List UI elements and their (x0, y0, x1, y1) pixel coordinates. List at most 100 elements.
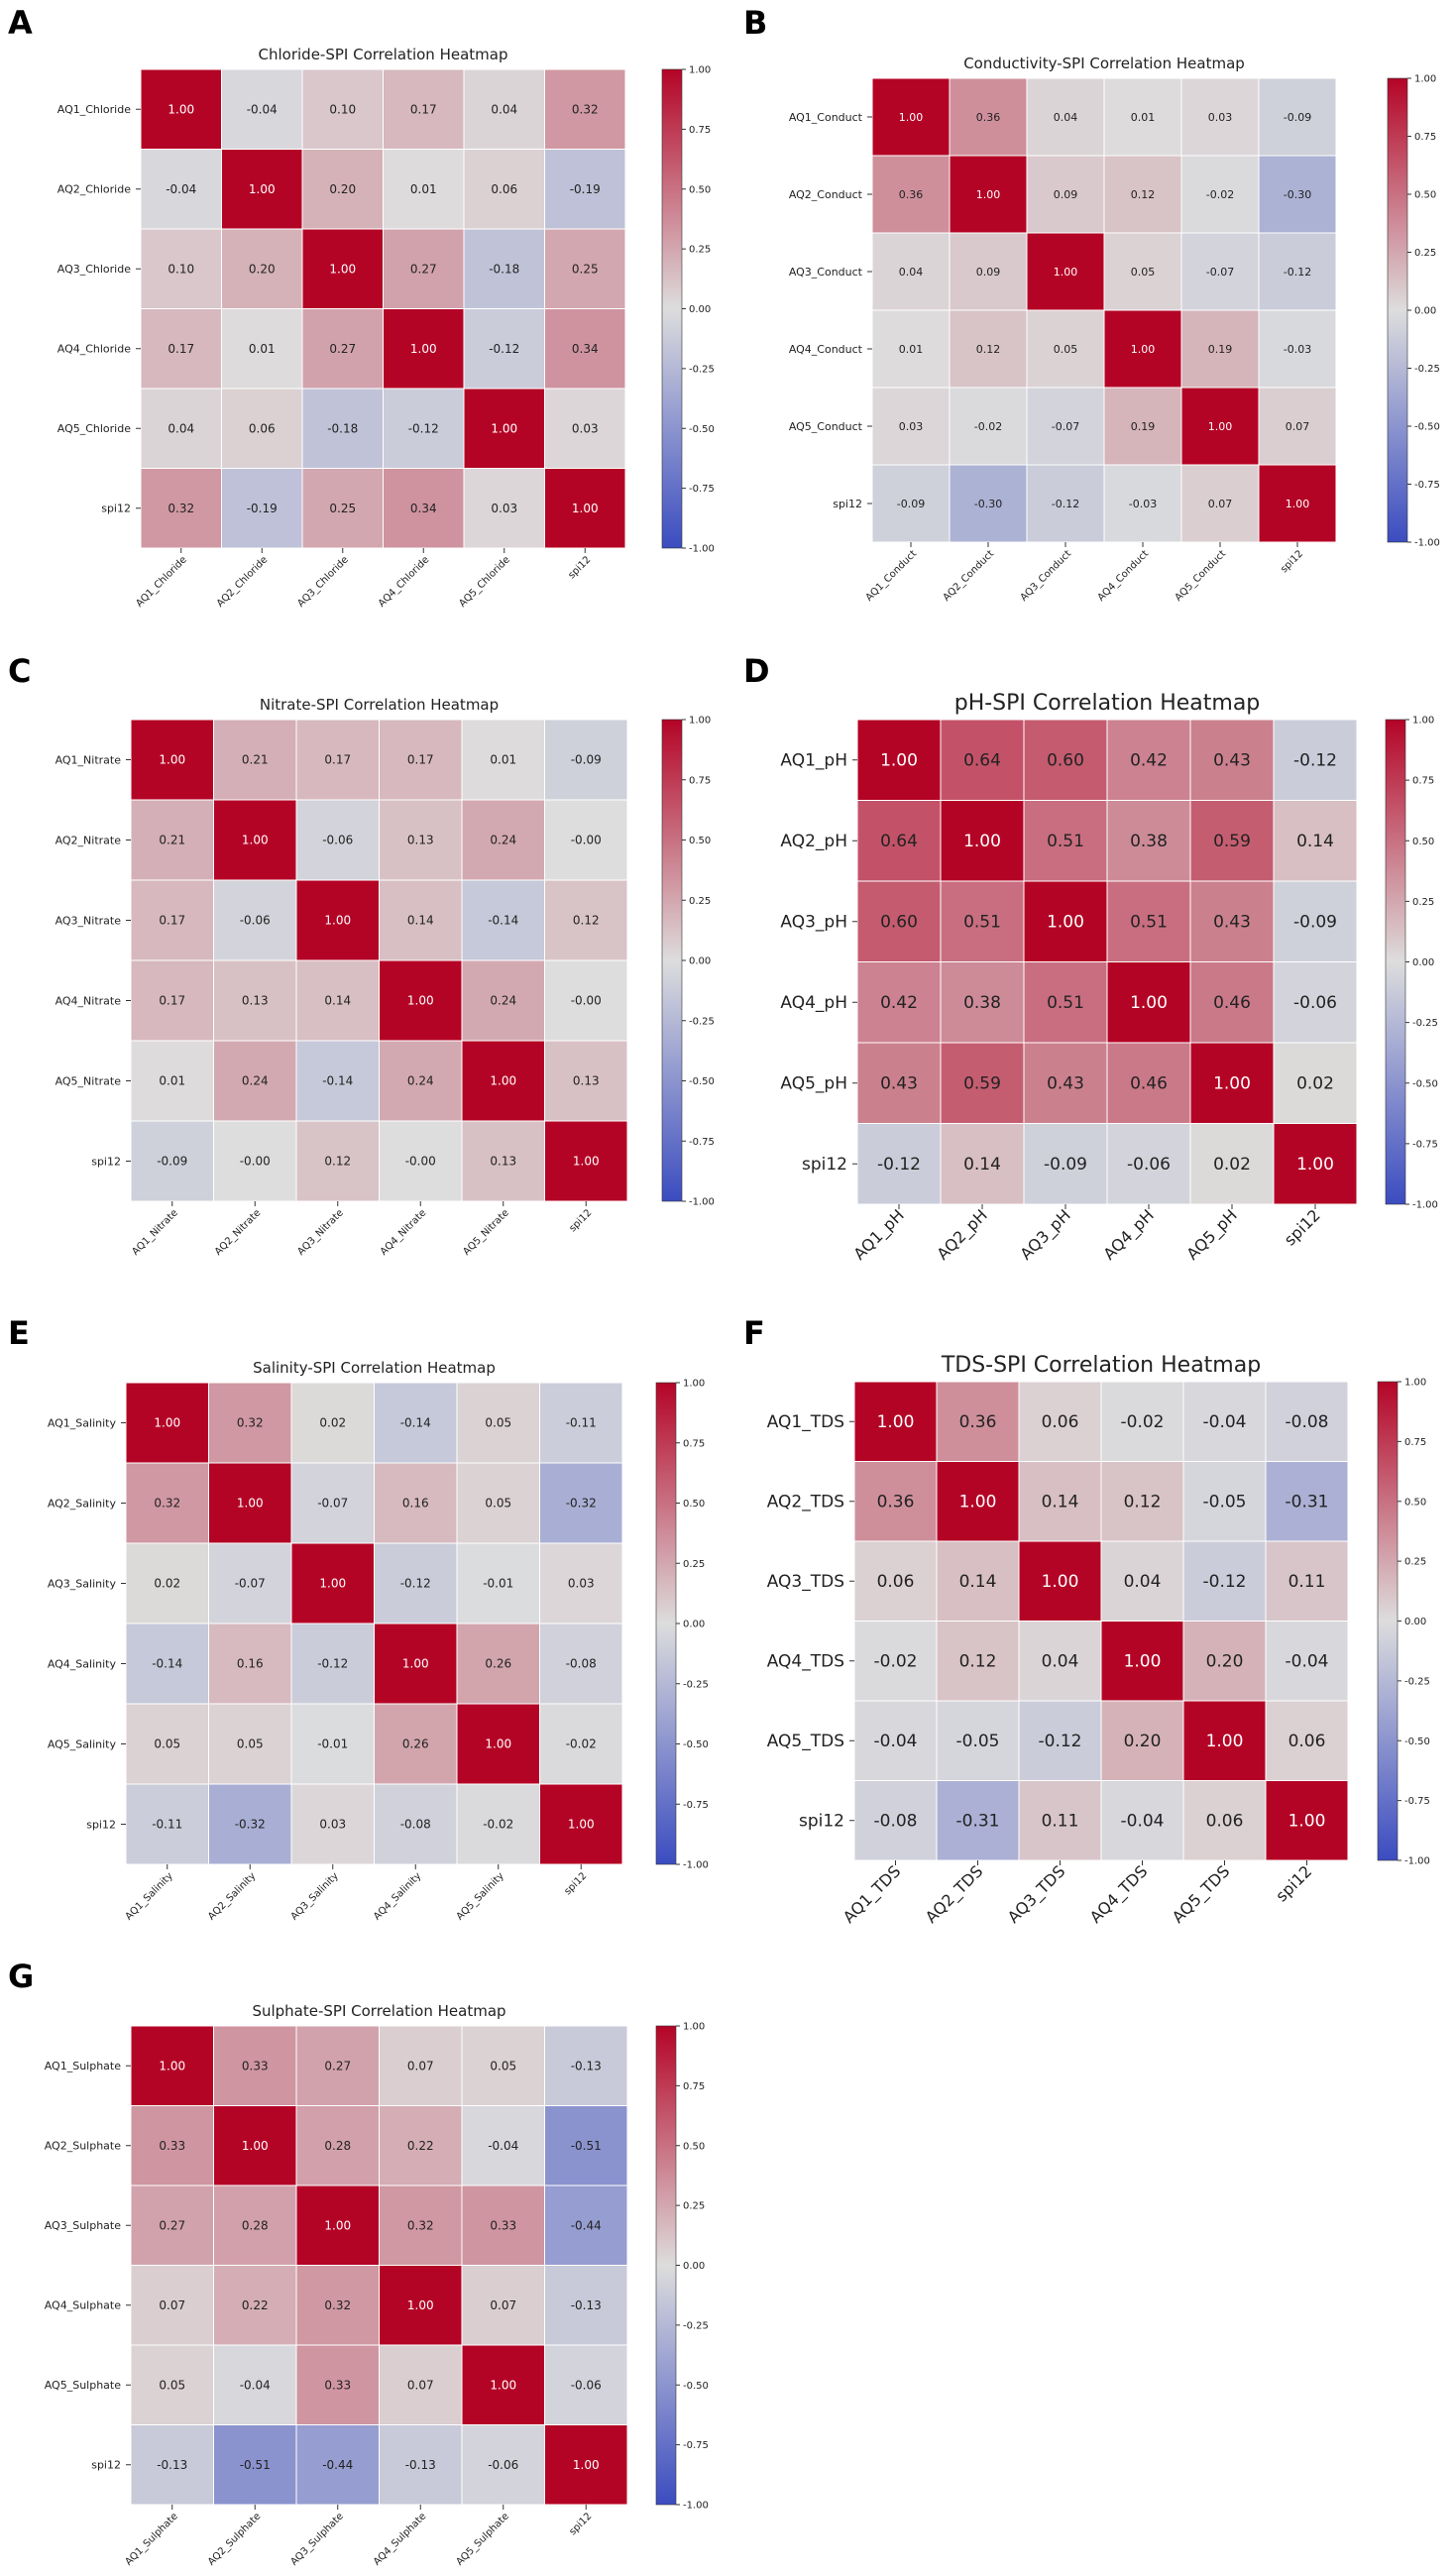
cell-value-label: -0.02 (974, 420, 1002, 433)
colorbar-tick-label: -0.75 (683, 2440, 709, 2451)
cell-value-label: -0.04 (166, 182, 196, 196)
cell-value-label: 0.02 (154, 1577, 180, 1591)
y-tick-label: AQ1_Sulphate (45, 2060, 122, 2072)
colorbar-tick-label: -0.50 (683, 1739, 709, 1750)
heatmap-cell (301, 468, 384, 549)
cell-value-label: 0.27 (324, 2059, 351, 2072)
colorbar-tick-label: 0.00 (683, 2261, 705, 2272)
cell-value-label: -0.08 (566, 1657, 597, 1671)
cell-value-label: 0.02 (1296, 1074, 1334, 1094)
cell-value-label: 0.14 (959, 1572, 997, 1592)
cell-value-label: 0.04 (1042, 1652, 1079, 1672)
heatmap-cell (1026, 232, 1105, 311)
cell-value-label: 1.00 (237, 1497, 264, 1511)
heatmap-cell (1273, 800, 1358, 882)
cell-value-label: 0.10 (168, 262, 194, 276)
heatmap-cell (461, 2344, 545, 2425)
cell-value-label: 1.00 (1208, 420, 1233, 433)
cell-value-label: -0.12 (1039, 1732, 1082, 1751)
heatmap-cell (1023, 880, 1108, 962)
heatmap-cell (213, 2265, 297, 2346)
colorbar-tick-label: 0.25 (1404, 1557, 1426, 1568)
cell-value-label: 0.01 (410, 182, 437, 196)
y-tick-label: AQ5_Sulphate (45, 2379, 122, 2392)
cell-value-label: 0.05 (485, 1497, 511, 1511)
colorbar-tick-label: -0.25 (1414, 364, 1440, 375)
cell-value-label: 0.04 (899, 266, 924, 279)
colorbar-tick-label: 0.75 (1404, 1437, 1426, 1448)
colorbar-tick-label: -0.75 (683, 1800, 709, 1811)
cell-value-label: -0.02 (566, 1737, 597, 1751)
cell-value-label: 1.00 (573, 1155, 600, 1169)
panel-letter-a: A (8, 4, 33, 42)
cell-value-label: 0.07 (407, 2378, 434, 2392)
cell-value-label: 1.00 (324, 914, 351, 928)
cell-value-label: -0.03 (1284, 343, 1311, 356)
colorbar (655, 2025, 677, 2506)
y-tick-label: AQ5_Salinity (48, 1737, 117, 1750)
cell-value-label: 0.17 (159, 994, 185, 1008)
heatmap-cell (1189, 1123, 1275, 1205)
colorbar-tick-label: 0.00 (689, 304, 711, 315)
y-tick-label: AQ5_Conduct (789, 420, 863, 433)
cell-value-label: 0.34 (410, 502, 437, 515)
heatmap-cell (379, 2025, 463, 2106)
cell-value-label: 0.01 (159, 1074, 185, 1088)
heatmap-cell (936, 1780, 1020, 1861)
cell-value-label: 0.51 (1130, 913, 1168, 933)
y-tick-label: AQ2_TDS (767, 1493, 844, 1512)
cell-value-label: -0.12 (408, 421, 439, 435)
heatmap-cell (290, 1382, 375, 1464)
heatmap-cell (213, 719, 297, 801)
cell-value-label: -0.12 (1203, 1572, 1247, 1592)
heatmap-cell (383, 149, 465, 230)
heatmap-cell (940, 1123, 1025, 1205)
cell-value-label: -0.04 (247, 102, 278, 116)
colorbar-tick-label: -0.25 (683, 1679, 709, 1690)
cell-value-label: 0.43 (1213, 751, 1251, 771)
heatmap-cell (301, 228, 384, 309)
heatmap-cell (1023, 1042, 1108, 1124)
cell-value-label: -0.14 (152, 1657, 182, 1671)
cell-value-label: 0.20 (249, 262, 276, 276)
colorbar-tick-label: -0.75 (1414, 480, 1440, 491)
heatmap-cell (1258, 232, 1337, 311)
heatmap-cell (1026, 155, 1105, 234)
cell-value-label: 1.00 (1054, 266, 1078, 279)
cell-value-label: 0.32 (407, 2218, 434, 2232)
cell-value-label: 0.17 (159, 914, 185, 928)
cell-value-label: -0.08 (1286, 1412, 1329, 1432)
cell-value-label: 0.34 (572, 342, 599, 356)
cell-value-label: -0.18 (327, 421, 358, 435)
cell-value-label: 1.00 (959, 1493, 997, 1512)
colorbar-tick-label: -0.50 (1412, 1078, 1438, 1089)
heatmap-cell (383, 228, 465, 309)
chart-title: Chloride-SPI Correlation Heatmap (259, 46, 508, 63)
cell-value-label: 1.00 (159, 2059, 185, 2072)
heatmap-cell (1018, 1461, 1102, 1542)
heatmap-cell (213, 2105, 297, 2186)
cell-value-label: 0.02 (319, 1416, 346, 1430)
heatmap-cell (456, 1783, 540, 1865)
cell-value-label: 0.07 (159, 2298, 185, 2312)
cell-value-label: 0.26 (402, 1737, 429, 1751)
heatmap-cell (461, 2025, 545, 2106)
cell-value-label: -0.18 (489, 262, 519, 276)
heatmap-cell (301, 308, 384, 390)
colorbar-tick-label: -0.50 (689, 424, 715, 435)
heatmap-cell (1180, 155, 1260, 234)
heatmap-cell (461, 2184, 545, 2266)
heatmap-cell (1103, 232, 1182, 311)
heatmap-cell (290, 1623, 375, 1705)
heatmap-cell (1258, 155, 1337, 234)
heatmap-cell (130, 2184, 214, 2266)
heatmap-cell (461, 2265, 545, 2346)
cell-value-label: 0.05 (490, 2059, 516, 2072)
y-tick-label: AQ4_TDS (767, 1652, 844, 1672)
heatmap-cell (1180, 464, 1260, 543)
heatmap-cell (461, 2424, 545, 2506)
colorbar-tick-label: 0.25 (683, 1559, 705, 1570)
heatmap-cell (130, 1040, 214, 1122)
cell-value-label: -0.44 (571, 2218, 602, 2232)
heatmap-cell (379, 2184, 463, 2266)
